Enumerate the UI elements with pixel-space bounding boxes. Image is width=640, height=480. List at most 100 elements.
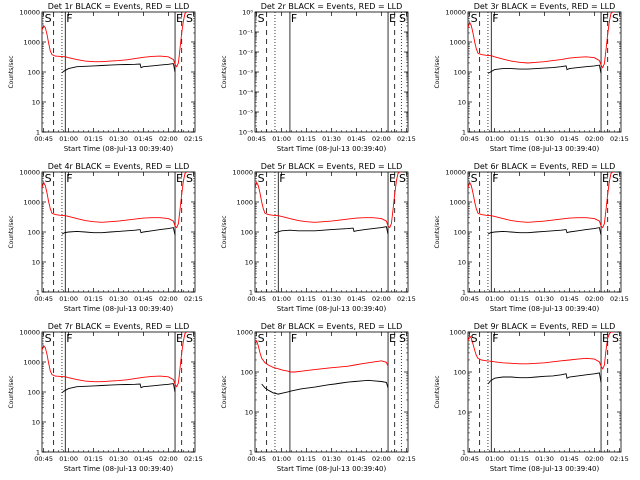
panel-4: Det 4r BLACK = Events, RED = LLD 1 10 100 10… [8, 162, 203, 313]
panel-9: Det 9r BLACK = Events, RED = LLD 1 10 100 10… [434, 322, 629, 473]
x-tick-label: 02:15 [397, 295, 416, 303]
series-events-line [487, 64, 602, 74]
series-events-line [61, 227, 176, 235]
x-tick-label: 00:45 [460, 455, 479, 463]
x-axis-label: Start Time (08-Jul-13 00:39:40) [490, 465, 600, 473]
x-tick-label: 01:15 [84, 455, 103, 463]
plot-area [42, 12, 189, 132]
y-tick-label: 100 [454, 69, 466, 77]
plot-area [468, 12, 615, 132]
marker-e: E [176, 12, 183, 25]
x-tick-label: 01:30 [322, 135, 341, 143]
marker-f: F [66, 172, 72, 185]
y-tick-label: 1000 [449, 39, 466, 47]
panel-1: Det 1r BLACK = Events, RED = LLD 1 10 100 10… [8, 2, 203, 153]
y-tick-label: 1 [249, 449, 253, 457]
series-events-line [61, 383, 176, 394]
series-lld-line [42, 332, 189, 388]
x-tick-label: 02:00 [372, 455, 391, 463]
marker-s: S [471, 12, 478, 25]
y-axis-label: Counts/sec [8, 55, 15, 88]
y-tick-label: 1 [36, 449, 40, 457]
marker-s: S [399, 332, 406, 345]
x-tick-label: 00:45 [460, 135, 479, 143]
y-tick-label: 10 [458, 259, 466, 267]
x-tick-label: 02:00 [585, 455, 604, 463]
panel-8: Det 8r BLACK = Events, RED = LLD 1 10 100 10… [221, 322, 416, 473]
marker-e: E [602, 12, 609, 25]
x-axis-label: Start Time (08-Jul-13 00:39:40) [490, 145, 600, 153]
x-tick-label: 01:15 [84, 135, 103, 143]
marker-e: E [602, 332, 609, 345]
x-tick-label: 02:15 [610, 135, 629, 143]
x-tick-label: 01:00 [59, 455, 78, 463]
x-axis-label: Start Time (08-Jul-13 00:39:40) [277, 145, 387, 153]
y-tick-label: 10⁻³ [239, 69, 254, 77]
y-tick-label: 10000 [19, 169, 40, 177]
x-tick-label: 00:45 [34, 135, 53, 143]
marker-f: F [291, 12, 297, 25]
y-tick-label: 1 [462, 289, 466, 297]
y-tick-label: 10000 [445, 9, 466, 17]
y-tick-label: 10000 [445, 169, 466, 177]
marker-f: F [291, 332, 297, 345]
plot-area [468, 332, 615, 452]
y-axis-label: Counts/sec [8, 375, 15, 408]
plot-area [42, 172, 189, 292]
y-tick-label: 1000 [449, 199, 466, 207]
x-tick-label: 01:00 [272, 295, 291, 303]
marker-e: E [389, 172, 396, 185]
marker-f: F [66, 12, 72, 25]
x-axis-label: Start Time (08-Jul-13 00:39:40) [64, 145, 174, 153]
marker-s: S [45, 332, 52, 345]
y-axis-label: Counts/sec [221, 55, 228, 88]
x-tick-label: 00:45 [247, 135, 266, 143]
x-tick-label: 01:00 [59, 295, 78, 303]
panel-title: Det 6r BLACK = Events, RED = LLD [474, 162, 616, 171]
marker-f: F [492, 12, 498, 25]
y-tick-label: 10 [245, 409, 253, 417]
x-axis-label: Start Time (08-Jul-13 00:39:40) [490, 305, 600, 313]
y-tick-label: 1000 [236, 329, 253, 337]
y-tick-label: 1 [462, 449, 466, 457]
series-events-line [487, 227, 602, 235]
marker-s: S [45, 12, 52, 25]
y-tick-label: 10 [32, 99, 40, 107]
panel-title: Det 7r BLACK = Events, RED = LLD [48, 322, 190, 331]
x-tick-label: 01:45 [560, 295, 579, 303]
y-tick-label: 100 [454, 369, 466, 377]
marker-s: S [399, 12, 406, 25]
y-tick-label: 10 [32, 419, 40, 427]
x-tick-label: 02:00 [372, 135, 391, 143]
marker-f: F [492, 332, 498, 345]
y-tick-label: 10000 [232, 169, 253, 177]
x-tick-label: 01:15 [297, 135, 316, 143]
x-tick-label: 01:15 [84, 295, 103, 303]
x-tick-label: 01:00 [59, 135, 78, 143]
x-tick-label: 02:00 [159, 135, 178, 143]
panel-3: Det 3r BLACK = Events, RED = LLD 1 10 100 10… [434, 2, 629, 153]
y-tick-label: 10 [32, 259, 40, 267]
x-axis-label: Start Time (08-Jul-13 00:39:40) [277, 465, 387, 473]
plot-frame [254, 331, 409, 453]
x-tick-label: 02:15 [184, 135, 203, 143]
marker-s: S [399, 172, 406, 185]
x-tick-label: 00:45 [34, 455, 53, 463]
marker-s: S [45, 172, 52, 185]
marker-s: S [612, 172, 619, 185]
y-tick-label: 10000 [19, 329, 40, 337]
x-tick-label: 01:00 [485, 455, 504, 463]
x-tick-label: 01:15 [510, 135, 529, 143]
series-lld-line [468, 332, 615, 370]
marker-f: F [66, 332, 72, 345]
y-tick-label: 1000 [449, 329, 466, 337]
y-tick-label: 1000 [23, 359, 40, 367]
y-tick-label: 10⁻⁶ [239, 129, 254, 137]
y-tick-label: 100 [28, 389, 40, 397]
x-tick-label: 01:15 [510, 455, 529, 463]
x-tick-label: 01:30 [322, 455, 341, 463]
series-lld-line [255, 172, 402, 229]
x-tick-label: 01:30 [322, 295, 341, 303]
y-axis-label: Counts/sec [434, 375, 441, 408]
series-events-line [261, 379, 389, 395]
